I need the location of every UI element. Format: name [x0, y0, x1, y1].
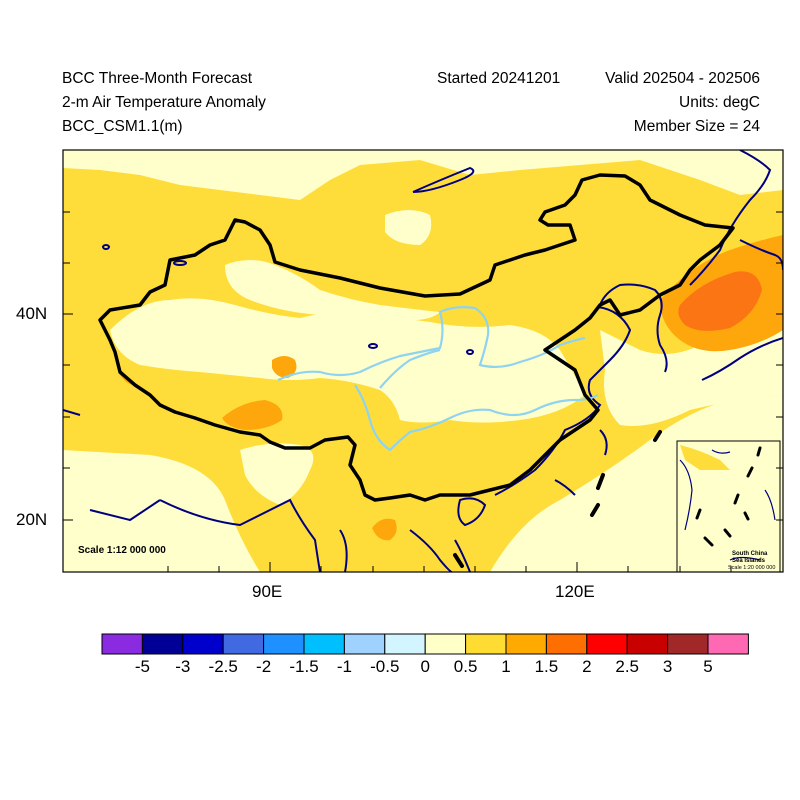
member-size: Member Size = 24 — [633, 118, 760, 135]
colorbar-swatch — [465, 633, 507, 655]
colorbar-swatch — [667, 633, 709, 655]
variable-name: 2-m Air Temperature Anomaly — [62, 94, 266, 111]
anomaly-field-0-05-yunnan — [240, 443, 314, 505]
colorbar-swatch — [222, 633, 265, 655]
inset-title-line2: Sea Islands — [732, 558, 766, 564]
colorbar-swatch — [424, 633, 467, 655]
colorbar-tick-label: 1.5 — [534, 657, 559, 676]
south-china-sea-inset: South China Sea Islands Scale 1:20 000 0… — [676, 440, 781, 573]
colorbar-swatch — [586, 633, 628, 655]
lat-label-40n: 40N — [16, 304, 48, 323]
anomaly-field-0-05-west — [110, 298, 585, 423]
model-name: BCC_CSM1.1(m) — [62, 118, 183, 135]
colorbar-swatch — [505, 633, 547, 655]
colorbar-tick-label: -2.5 — [208, 657, 238, 676]
lon-label-120e: 120E — [555, 582, 595, 601]
colorbar-swatch — [101, 633, 143, 655]
lat-label-20n: 20N — [16, 510, 48, 529]
units-label: Units: degC — [679, 94, 760, 111]
colorbar-tick-label: -1.5 — [289, 657, 319, 676]
colorbar-tick-label: 0 — [420, 657, 430, 676]
valid-period: Valid 202504 - 202506 — [605, 70, 760, 87]
colorbar-swatch — [263, 633, 305, 655]
colorbar-tick-label: -0.5 — [370, 657, 400, 676]
anomaly-field-1-15-tibet-b — [272, 356, 297, 378]
colorbar-tick-label: -2 — [256, 657, 272, 676]
colorbar-tick-label: -5 — [134, 657, 150, 676]
colorbar-tick-label: 5 — [703, 657, 713, 676]
anomaly-field-15-2 — [678, 271, 762, 331]
colorbar-tick-label: -3 — [175, 657, 191, 676]
colorbar-tick-label: -1 — [336, 657, 352, 676]
anomaly-field-1-15-laos — [372, 518, 397, 541]
inset-title-line1: South China — [732, 551, 768, 557]
start-date: Started 20241201 — [437, 70, 561, 87]
lon-label-90e: 90E — [252, 582, 283, 601]
colorbar-tick-label: 1 — [501, 657, 511, 676]
colorbar-tick-label: 2.5 — [615, 657, 640, 676]
colorbar-swatch — [182, 633, 224, 655]
colorbar-swatch — [141, 633, 184, 655]
colorbar-swatch — [545, 633, 588, 655]
anomaly-field-1-15-tibet-a — [222, 400, 283, 430]
map-frame — [62, 149, 784, 573]
colorbar-swatch — [384, 633, 426, 655]
colorbar-tick-label: 0.5 — [453, 657, 478, 676]
rivers — [277, 306, 599, 452]
colorbar-swatch — [626, 633, 669, 655]
forecast-title: BCC Three-Month Forecast — [62, 70, 253, 87]
anomaly-field-0-05-north — [63, 150, 783, 200]
nine-dash-line — [453, 430, 662, 568]
anomaly-field-0-05-tibet — [225, 260, 440, 321]
anomaly-field-0-05-south — [63, 450, 260, 572]
coastlines — [63, 150, 783, 572]
colorbar-swatch — [343, 633, 386, 655]
map-scale-label: Scale 1:12 000 000 — [78, 545, 166, 556]
colorbar-tick-label: 3 — [662, 657, 673, 676]
anomaly-field-0-05-blob — [385, 210, 432, 245]
colorbar-swatch — [707, 633, 749, 655]
lakes — [102, 244, 474, 355]
colorbar-swatch — [303, 633, 345, 655]
china-border — [98, 173, 735, 502]
axis-ticks — [63, 211, 783, 572]
inset-scale-label: Scale 1:20 000 000 — [728, 565, 775, 571]
colorbar-tick-label: 2 — [582, 657, 592, 676]
